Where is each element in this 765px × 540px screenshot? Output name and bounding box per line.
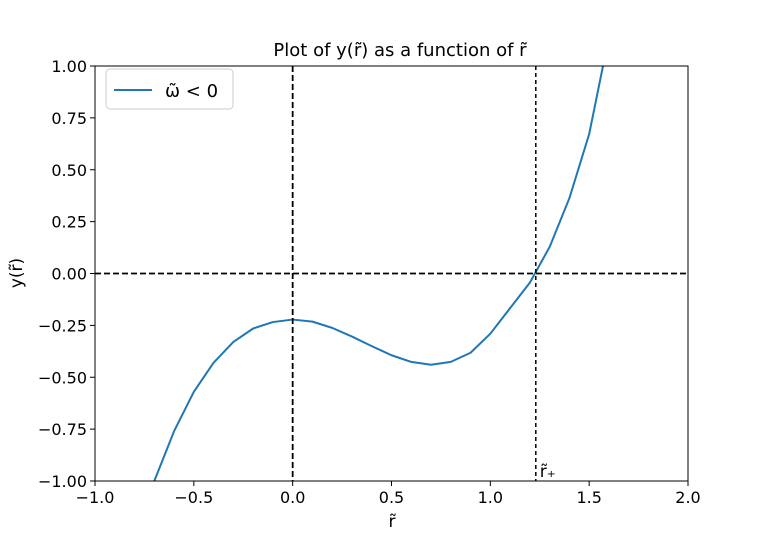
x-tick-label: −0.5	[174, 488, 213, 507]
y-tick-label: −1.00	[38, 472, 87, 491]
y-tick-label: −0.25	[38, 316, 87, 335]
y-tick-label: 0.50	[51, 161, 87, 180]
annotations: r̃₊	[540, 462, 556, 482]
y-axis-ticks: −1.00 −0.75 −0.50 −0.25 0.00 0.25 0.50 0.75 1.00	[38, 57, 95, 491]
legend-box	[105, 68, 234, 110]
chart-title: Plot of y(r̃) as a function of r̃	[273, 40, 527, 61]
x-tick-label: 1.5	[576, 488, 601, 507]
y-tick-label: 0.75	[51, 109, 87, 128]
reference-lines	[95, 66, 688, 481]
x-tick-label: 2.0	[675, 488, 700, 507]
y-axis-title: y(r̃)	[7, 258, 27, 288]
x-tick-label: 1.0	[478, 488, 503, 507]
series-line-0	[153, 66, 604, 481]
y-tick-label: 0.00	[51, 265, 87, 284]
x-tick-label: 0.5	[379, 488, 404, 507]
x-axis-title: r̃	[389, 512, 397, 532]
legend-label: ω̃ < 0	[165, 81, 218, 102]
legend: ω̃ < 0	[105, 68, 234, 110]
series-layer	[153, 66, 604, 481]
y-tick-label: 1.00	[51, 57, 87, 76]
x-axis-ticks: −1.0 −0.5 0.0 0.5 1.0 1.5 2.0	[76, 481, 701, 507]
annotation-label: r̃₊	[540, 462, 556, 482]
x-tick-label: −1.0	[76, 488, 115, 507]
y-tick-label: 0.25	[51, 213, 87, 232]
y-tick-label: −0.50	[38, 368, 87, 387]
y-tick-label: −0.75	[38, 420, 87, 439]
x-tick-label: 0.0	[280, 488, 305, 507]
